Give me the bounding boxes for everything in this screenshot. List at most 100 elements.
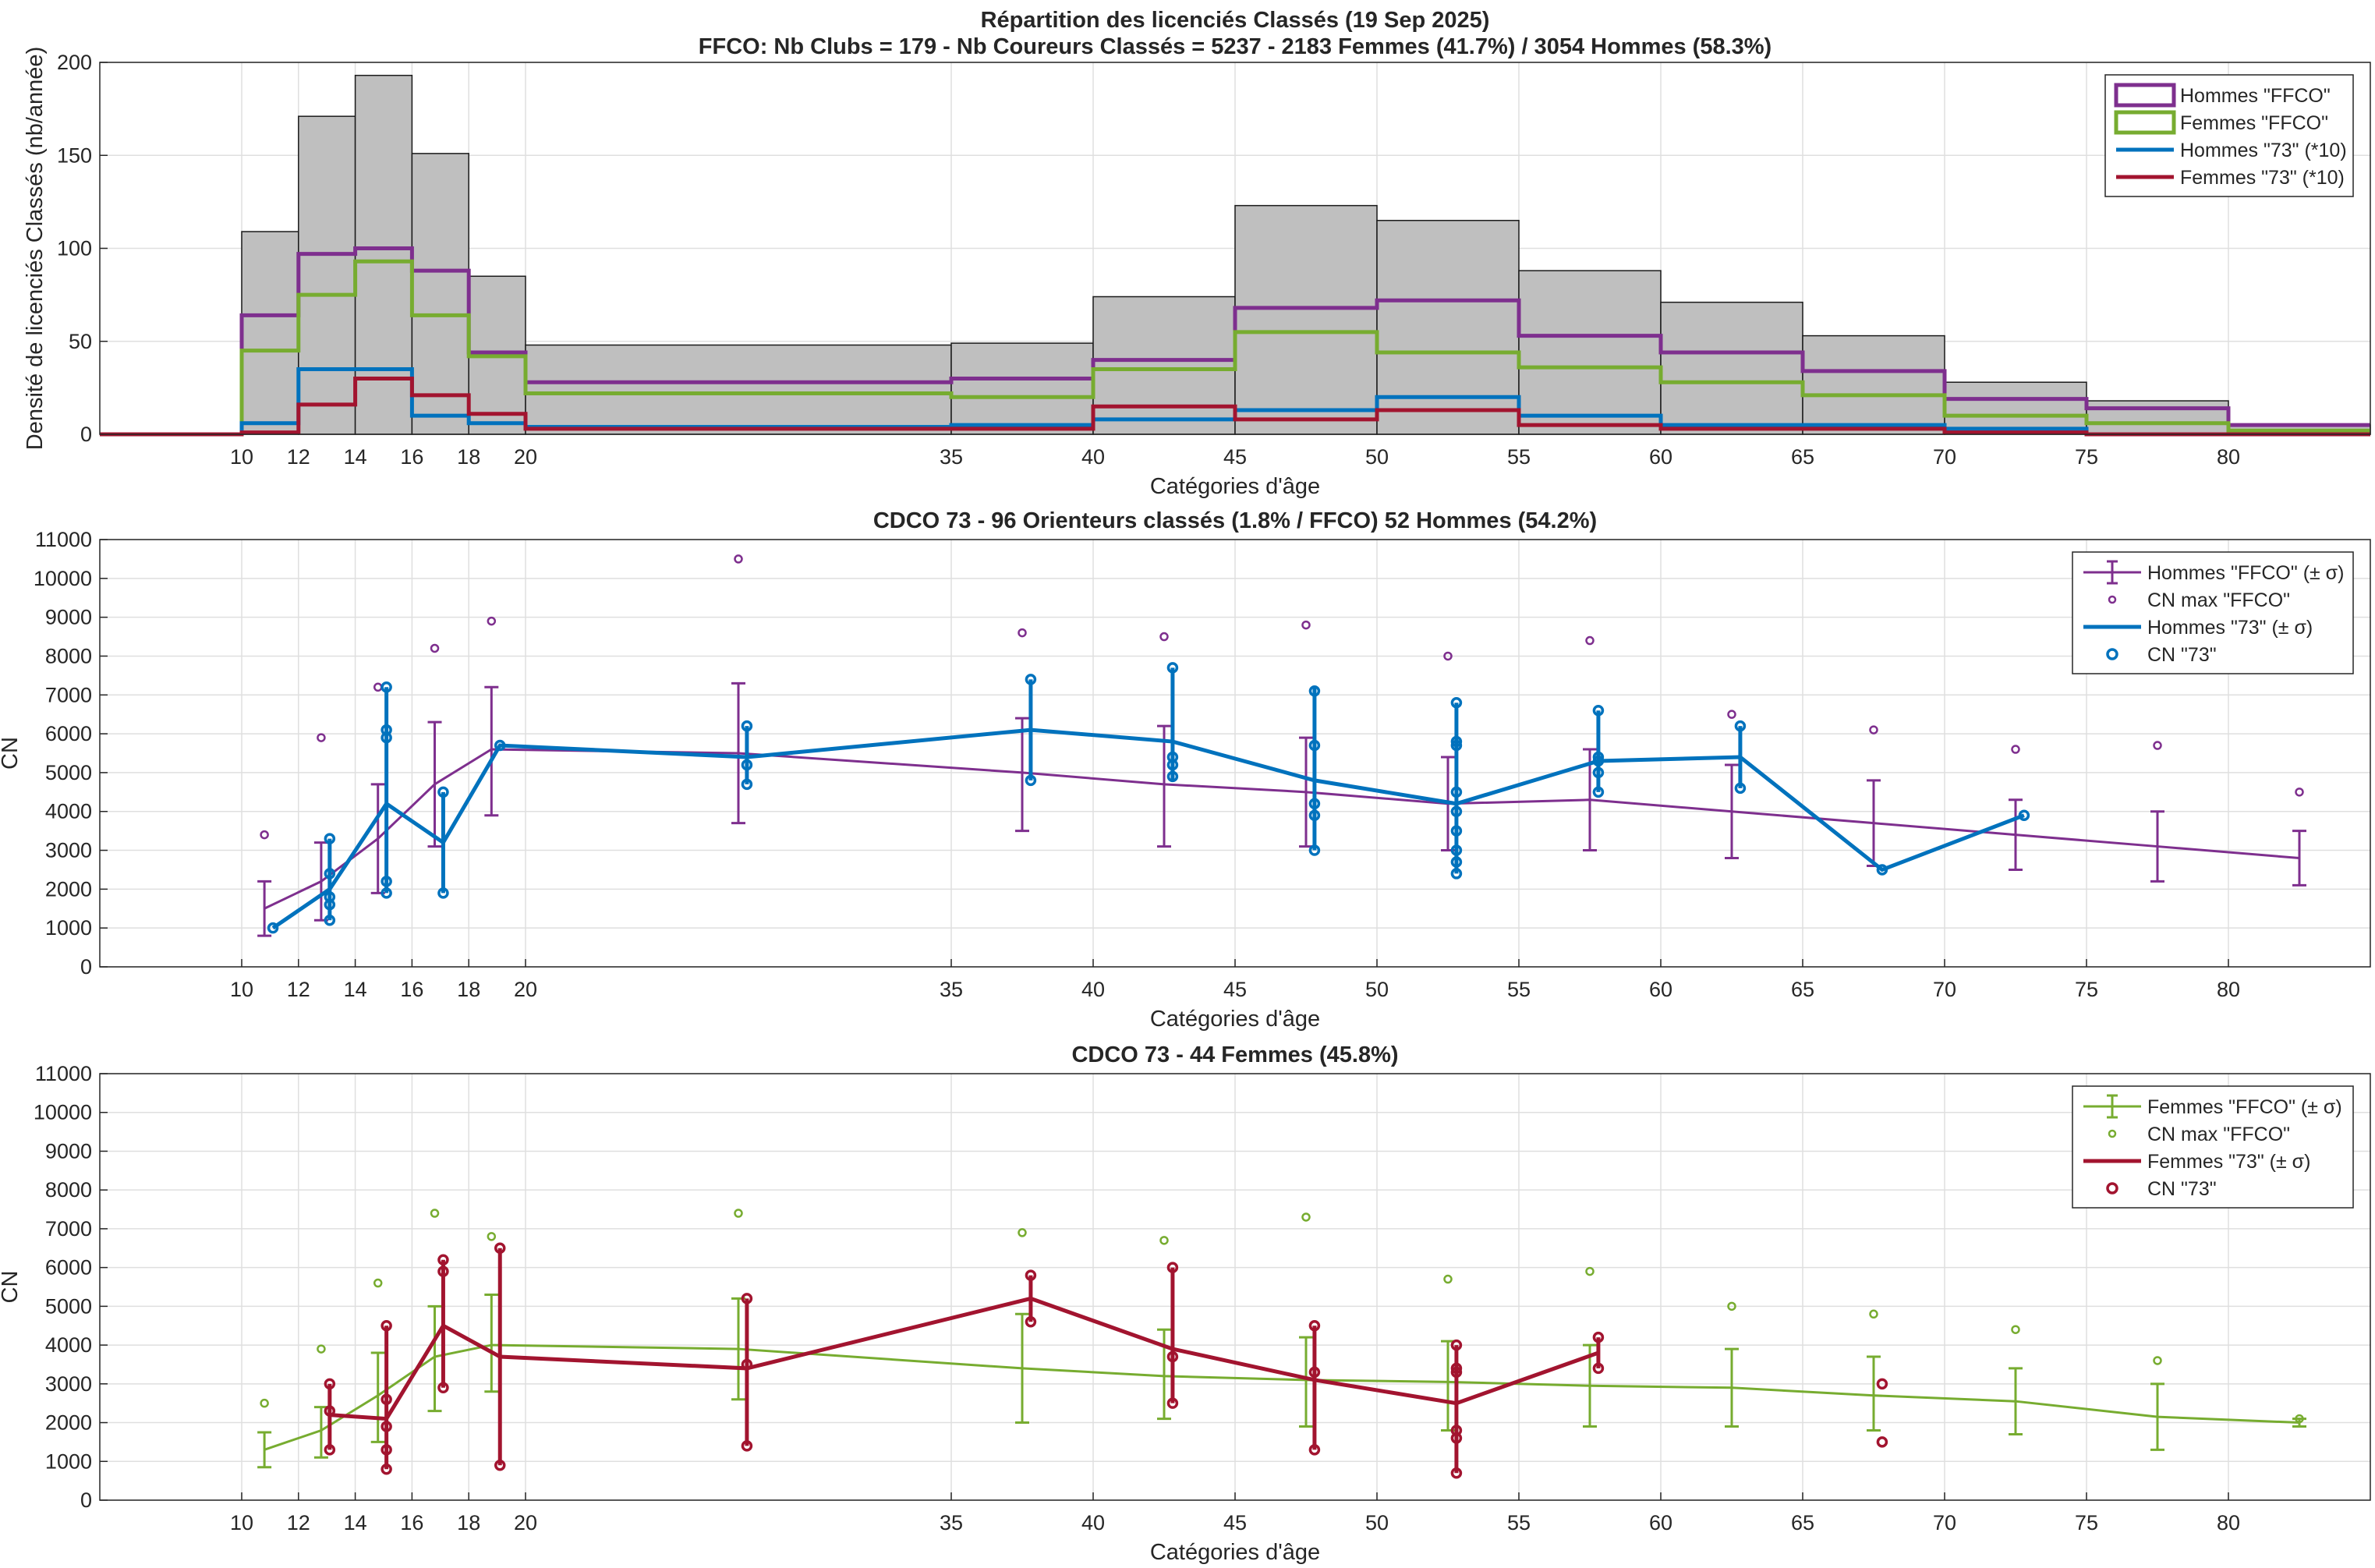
x-tick-label: 40 xyxy=(1081,978,1105,1001)
histogram-bar xyxy=(241,231,299,435)
club-cn-point xyxy=(380,724,392,736)
x-tick-label: 18 xyxy=(457,445,480,469)
club-cn-point xyxy=(1876,1378,1888,1390)
legend-label: Hommes "FFCO" (± σ) xyxy=(2147,562,2344,584)
club-cn-point xyxy=(1166,751,1179,763)
x-tick-label: 16 xyxy=(400,1511,423,1534)
x-tick-label: 18 xyxy=(457,978,480,1001)
ffco-max-point xyxy=(734,554,743,564)
club-cn-point xyxy=(741,778,753,791)
club-cn-point xyxy=(1592,755,1605,767)
legend-label: Femmes "73" (± σ) xyxy=(2147,1151,2310,1173)
ffco-max-point xyxy=(1159,632,1169,642)
ffco-max-point xyxy=(2153,1356,2162,1365)
ffco-max-point xyxy=(1301,1212,1311,1222)
x-tick-label: 12 xyxy=(287,445,310,469)
y-tick-label: 150 xyxy=(57,143,92,167)
ffco-max-point xyxy=(2011,1325,2020,1334)
y-tick-label: 5000 xyxy=(45,761,92,784)
club-mean-line xyxy=(329,1296,1599,1421)
axes-frame xyxy=(99,1073,2371,1501)
y-tick-label: 7000 xyxy=(45,1217,92,1241)
y-tick-label: 4000 xyxy=(45,1333,92,1357)
club-cn-point xyxy=(1308,1366,1321,1379)
legend-swatch xyxy=(2114,110,2176,135)
x-tick-label: 80 xyxy=(2217,1511,2240,1534)
ffco-max-point xyxy=(430,643,440,653)
ffco-max-point xyxy=(1869,1309,1878,1319)
histogram-bar xyxy=(411,153,469,435)
y-axis-label: CN xyxy=(0,737,23,770)
y-tick-label: 0 xyxy=(80,955,92,979)
legend-label: Femmes "73" (*10) xyxy=(2180,167,2345,189)
histogram-bar xyxy=(354,74,413,435)
club-cn-point xyxy=(1450,739,1463,752)
histogram-bar xyxy=(1944,381,2087,435)
club-cn-point xyxy=(1734,720,1747,732)
club-cn-point xyxy=(1450,856,1463,868)
x-tick-label: 40 xyxy=(1081,1511,1105,1534)
x-tick-label: 35 xyxy=(940,978,963,1001)
x-tick-label: 70 xyxy=(1933,445,1956,469)
club-cn-point xyxy=(1308,1319,1321,1332)
club-cn-point xyxy=(1450,735,1463,748)
club-cn-point xyxy=(741,1358,753,1371)
y-tick-label: 9000 xyxy=(45,1139,92,1163)
ffco-max-point xyxy=(1018,1228,1027,1237)
ffco-mean-line xyxy=(264,1343,2300,1451)
histogram-bar xyxy=(1234,204,1378,435)
club-cn-point xyxy=(1450,1362,1463,1375)
x-tick-label: 55 xyxy=(1507,445,1531,469)
ffco-max-point xyxy=(1443,1274,1453,1284)
club-cn-point xyxy=(1876,1436,1888,1448)
ffco-max-point xyxy=(1443,651,1453,661)
y-tick-label: 4000 xyxy=(45,800,92,823)
x-tick-label: 10 xyxy=(230,978,253,1001)
ffco-max-point xyxy=(373,1278,383,1288)
club-cn-point xyxy=(1734,782,1747,795)
x-tick-label: 65 xyxy=(1791,978,1814,1001)
club-mean-line xyxy=(271,727,2025,930)
club-cn-point xyxy=(1450,1366,1463,1379)
x-axis-label: Catégories d'âge xyxy=(1150,474,1320,499)
x-tick-label: 35 xyxy=(940,445,963,469)
ffco-max-point xyxy=(1585,635,1595,646)
club-cn-point xyxy=(1025,1269,1037,1281)
club-cn-point xyxy=(1308,809,1321,821)
x-tick-label: 20 xyxy=(514,978,537,1001)
ffco-max-point xyxy=(734,1209,743,1218)
histogram-bar xyxy=(525,344,952,435)
ffco-max-point xyxy=(260,1398,269,1408)
club-cn-point xyxy=(324,891,336,903)
grid xyxy=(100,1073,2370,1501)
ffco-max-point xyxy=(487,616,497,626)
club-cn-point xyxy=(741,1293,753,1304)
x-tick-label: 12 xyxy=(287,1511,310,1534)
x-tick-label: 45 xyxy=(1223,445,1247,469)
ffco-max-point xyxy=(260,830,269,840)
ffco-max-point xyxy=(2011,745,2020,754)
histogram-bar xyxy=(2086,400,2229,435)
legend-label: CN "73" xyxy=(2147,644,2217,666)
histogram-bar xyxy=(1518,270,1662,435)
club-cn-point xyxy=(2018,809,2030,821)
y-tick-label: 3000 xyxy=(45,1372,92,1396)
y-axis-label: Densité de licenciés Classés (nb/année) xyxy=(23,47,48,450)
x-tick-label: 75 xyxy=(2075,1511,2098,1534)
club-cn-point xyxy=(1025,674,1037,685)
club-cn-point xyxy=(380,1421,392,1432)
chart-title: CDCO 73 - 44 Femmes (45.8%) xyxy=(1071,1042,1398,1067)
club-cn-point xyxy=(741,759,753,771)
x-tick-label: 60 xyxy=(1649,445,1672,469)
x-tick-label: 16 xyxy=(400,445,423,469)
x-tick-label: 12 xyxy=(287,978,310,1001)
legend-label: Hommes "73" (*10) xyxy=(2180,140,2347,161)
x-tick-label: 80 xyxy=(2217,978,2240,1001)
club-cn-point xyxy=(1308,685,1321,697)
y-tick-label: 11000 xyxy=(35,528,92,551)
axes-frame xyxy=(99,62,2371,435)
club-cn-point xyxy=(324,1444,336,1456)
ffco-max-point xyxy=(487,1232,497,1241)
y-tick-label: 2000 xyxy=(45,877,92,901)
